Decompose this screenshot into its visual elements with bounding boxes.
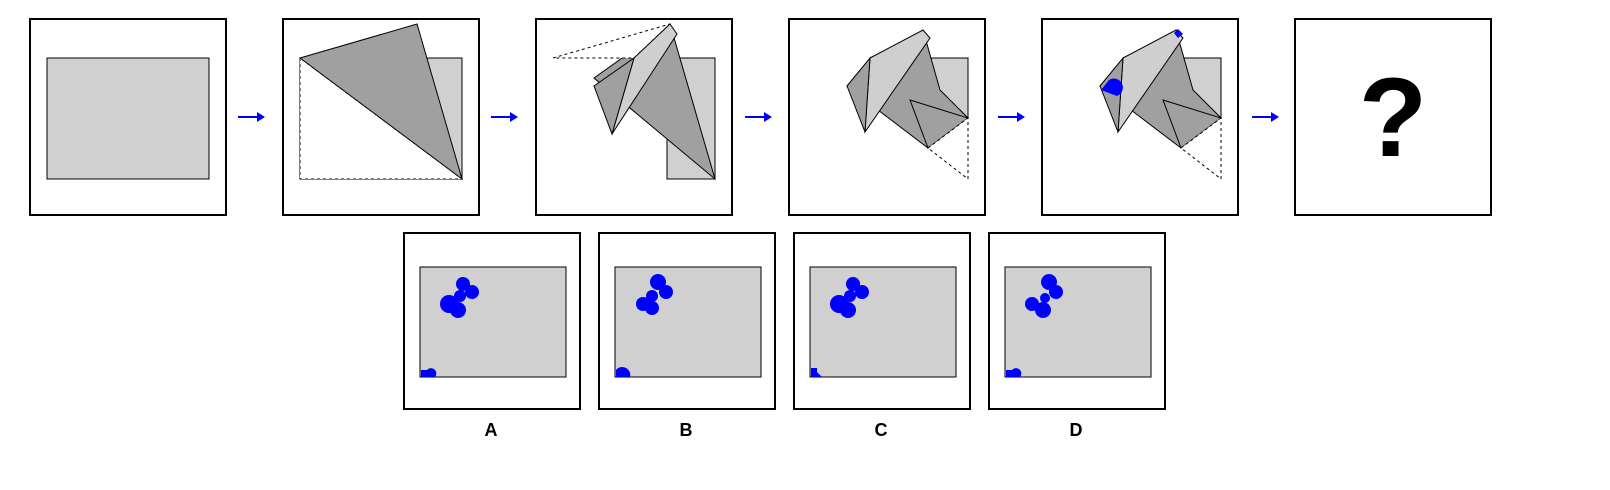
punch-hole-cluster <box>1025 274 1063 318</box>
option-c-label[interactable]: C <box>874 420 888 440</box>
folded-flap <box>298 23 463 181</box>
step-panel-1 <box>29 18 227 216</box>
punch-hole <box>616 366 631 377</box>
step-panel-2 <box>282 18 480 216</box>
folded-flap <box>593 56 635 136</box>
option-a-label[interactable]: A <box>484 420 498 440</box>
fold-outline <box>1180 117 1222 181</box>
question-panel: ? <box>1294 18 1492 216</box>
step-panel-4 <box>788 18 986 216</box>
option-d-panel[interactable] <box>988 232 1166 410</box>
option-c-panel[interactable] <box>793 232 971 410</box>
punch-hole <box>811 368 822 377</box>
punch-hole-cluster <box>636 274 673 315</box>
paper-sheet <box>46 57 210 180</box>
option-a-panel[interactable] <box>403 232 581 410</box>
right-arrow-icon <box>1252 112 1279 122</box>
step-panel-3 <box>535 18 733 216</box>
fold-outline <box>927 117 969 181</box>
step-panel-5 <box>1041 18 1239 216</box>
option-b-label[interactable]: B <box>679 420 693 440</box>
paper-sheet <box>419 266 567 378</box>
punch-hole <box>1174 29 1183 38</box>
paper-sheet <box>614 266 762 378</box>
paper-sheet <box>809 266 957 378</box>
punch-hole-cluster <box>440 277 479 318</box>
folded-flap <box>846 56 871 133</box>
option-d-label[interactable]: D <box>1069 420 1083 440</box>
paper-sheet <box>1004 266 1152 378</box>
punch-hole <box>1101 78 1123 96</box>
right-arrow-icon <box>238 112 265 122</box>
punch-hole <box>421 368 437 377</box>
folded-flap <box>1099 56 1124 133</box>
right-arrow-icon <box>491 112 518 122</box>
right-arrow-icon <box>998 112 1025 122</box>
question-mark: ? <box>1358 54 1428 180</box>
punch-hole-cluster <box>830 277 869 318</box>
punch-hole <box>1006 368 1022 377</box>
right-arrow-icon <box>745 112 772 122</box>
option-b-panel[interactable] <box>598 232 776 410</box>
